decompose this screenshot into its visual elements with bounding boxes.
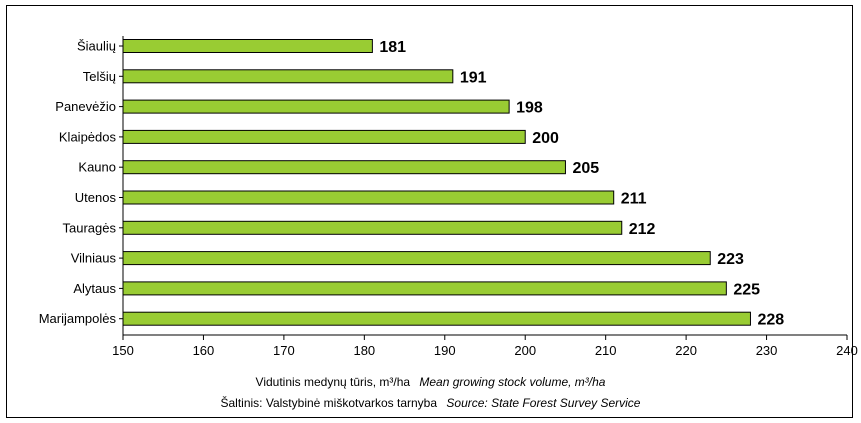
x-tick-label: 150 xyxy=(112,343,134,358)
category-label: Alytaus xyxy=(73,281,116,296)
category-label: Kauno xyxy=(78,160,116,175)
data-label: 200 xyxy=(532,130,559,147)
bar xyxy=(122,160,566,175)
x-tick-label: 220 xyxy=(675,343,697,358)
x-tick-label: 190 xyxy=(434,343,456,358)
bar xyxy=(122,190,615,205)
bar xyxy=(122,251,711,266)
bar xyxy=(122,39,373,53)
data-label: 212 xyxy=(629,221,656,238)
category-label: Utenos xyxy=(75,190,117,205)
data-label: 198 xyxy=(516,100,543,117)
category-label: Klaipėdos xyxy=(59,129,117,144)
source-label-en: Source: State Forest Survey Service xyxy=(446,396,641,410)
x-tick-label: 180 xyxy=(353,343,375,358)
bar xyxy=(122,69,454,84)
x-tick-label: 230 xyxy=(756,343,778,358)
x-axis-label-en: Mean growing stock volume, m³/ha xyxy=(419,375,606,389)
data-label: 223 xyxy=(717,251,744,268)
x-axis-caption: Vidutinis medynų tūris, m³/ha Mean growi… xyxy=(0,375,861,389)
x-tick-label: 160 xyxy=(193,343,215,358)
x-tick-label: 210 xyxy=(595,343,617,358)
x-axis-label-lt: Vidutinis medynų tūris, m³/ha xyxy=(255,375,411,389)
category-label: Panevėžio xyxy=(55,99,116,114)
x-tick-label: 200 xyxy=(514,343,536,358)
x-tick-label: 170 xyxy=(273,343,295,358)
bar xyxy=(122,281,727,296)
category-label: Telšių xyxy=(83,69,116,84)
data-label: 225 xyxy=(733,281,760,298)
data-label: 211 xyxy=(621,191,647,208)
data-label: 191 xyxy=(460,69,487,86)
category-label: Vilniaus xyxy=(71,251,117,266)
bar xyxy=(122,99,510,114)
bar xyxy=(122,311,751,326)
source-caption: Šaltinis: Valstybinė miškotvarkos tarnyb… xyxy=(0,396,861,410)
category-label: Marijampolės xyxy=(39,311,117,326)
data-label: 205 xyxy=(572,160,599,177)
category-label: Tauragės xyxy=(63,220,117,235)
data-label: 181 xyxy=(379,39,406,56)
data-label: 228 xyxy=(757,312,784,329)
x-tick-label: 240 xyxy=(836,343,858,358)
category-label: Šiaulių xyxy=(77,39,116,54)
bar xyxy=(122,220,623,235)
bar xyxy=(122,129,526,144)
source-label-lt: Šaltinis: Valstybinė miškotvarkos tarnyb… xyxy=(220,396,438,410)
